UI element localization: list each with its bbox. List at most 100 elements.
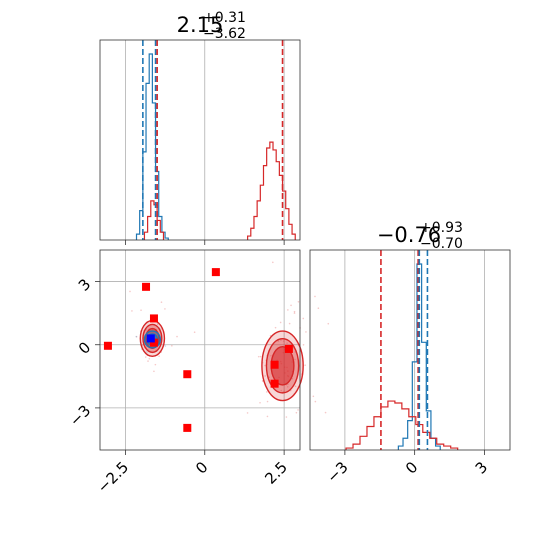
contour-sample-point <box>314 400 317 403</box>
contour-sample-point <box>265 391 268 393</box>
red-marker-5 <box>183 370 192 379</box>
contour-sample-point <box>293 312 296 314</box>
contour-sample-point <box>156 323 159 326</box>
red-marker-0 <box>142 282 151 291</box>
histogram-p0-title-plus: +0.31 <box>203 10 246 26</box>
contour-sample-point <box>135 335 138 338</box>
contour-y-ticklabel-1: 0 <box>75 338 94 357</box>
histogram-panel-p0: 2.15 +0.31 −3.62 <box>99 10 301 245</box>
contour-x-ticklabel-1: 0 <box>192 458 211 477</box>
contour-sample-point <box>280 339 282 341</box>
contour-sample-point <box>317 307 320 310</box>
contour-sample-point <box>302 343 305 346</box>
contour-sample-point <box>140 309 142 311</box>
contour-sample-point <box>259 355 262 358</box>
red-marker-8 <box>270 360 279 369</box>
contour-sample-point <box>259 401 261 404</box>
contour-sample-point <box>312 395 315 398</box>
contour-sample-point <box>193 331 196 333</box>
histogram-p1-title-value: −0.76 <box>377 223 441 247</box>
contour-sample-point <box>293 310 296 313</box>
contour-sample-point <box>277 340 280 342</box>
hist-p1-ticklabel-0: −3 <box>323 458 351 486</box>
contour-sample-point <box>158 355 160 358</box>
contour-sample-point <box>148 357 151 360</box>
contour-sample-point <box>266 415 269 418</box>
contour-sample-point <box>324 411 327 414</box>
contour-sample-point <box>286 385 289 388</box>
contour-sample-point <box>288 322 291 325</box>
contour-sample-point <box>279 321 282 324</box>
contour-sample-point <box>283 390 285 393</box>
hist-p1-ticklabel-1: 0 <box>402 458 421 477</box>
contour-sample-point <box>287 309 289 311</box>
contour-sample-point <box>171 345 173 347</box>
red-marker-9 <box>270 379 279 388</box>
contour-sample-point <box>264 364 266 367</box>
contour-sample-point <box>270 354 272 357</box>
hist-p0-series-red <box>143 141 296 240</box>
contour-sample-point <box>314 295 316 298</box>
contour-sample-point <box>266 400 269 403</box>
contour-x-ticklabel-2: 2.5 <box>261 458 291 488</box>
contour-sample-point <box>282 340 285 342</box>
contour-x-ticklabel-0: −2.5 <box>94 458 132 496</box>
contour-sample-point <box>176 335 178 338</box>
contour-sample-point <box>295 411 298 414</box>
contour-sample-point <box>327 322 330 325</box>
contour-sample-point <box>294 358 296 361</box>
histogram-p0-title-minus: −3.62 <box>203 26 246 42</box>
contour-sample-point <box>129 290 131 293</box>
contour-sample-point <box>246 412 249 414</box>
contour-sample-point <box>280 389 283 392</box>
contour-sample-point <box>290 304 292 307</box>
contour-sample-point <box>144 356 147 358</box>
contour-sample-point <box>297 300 300 303</box>
histogram-p0-title-value: 2.15 <box>177 13 224 37</box>
contour-sample-point <box>257 355 260 358</box>
contour-sample-point <box>305 331 307 333</box>
red-marker-3 <box>149 338 158 347</box>
blue-marker <box>146 334 155 343</box>
contour-sample-point <box>135 335 138 338</box>
contour-sample-point <box>268 376 271 379</box>
contour-sample-point <box>264 375 266 377</box>
contour-sample-point <box>286 342 288 344</box>
contour-sample-point <box>164 308 166 310</box>
red-marker-4 <box>103 341 112 350</box>
contour-sample-point <box>294 385 297 388</box>
contour-sample-point <box>274 326 277 329</box>
contour-sample-point <box>146 351 148 353</box>
histogram-panel-p1: −3 0 3 −0.76 +0.93 −0.70 <box>309 220 511 486</box>
red-marker-2 <box>149 314 158 323</box>
contour-sample-point <box>302 317 305 320</box>
contour-sample-point <box>164 345 167 347</box>
contour-sample-point <box>147 360 149 362</box>
red-marker-7 <box>284 344 293 353</box>
histogram-p0-title: 2.15 <box>177 13 224 37</box>
contour-sample-point <box>285 416 288 418</box>
contour-sample-point <box>160 328 162 330</box>
histogram-p1-title-plus: +0.93 <box>420 220 463 236</box>
hist-p0-series-blue <box>135 53 169 240</box>
contour-sample-point <box>304 364 306 367</box>
contour-sample-point <box>297 409 299 411</box>
histogram-p1-title-minus: −0.70 <box>420 236 463 252</box>
histogram-p1-frame <box>309 249 511 451</box>
contour-sample-point <box>154 363 157 366</box>
contour-sample-point <box>261 380 264 382</box>
contour-sample-point <box>160 301 163 303</box>
hist-p1-series-red <box>345 400 459 450</box>
contour-sample-point <box>131 310 133 312</box>
histogram-p0-frame <box>99 39 301 241</box>
contour-y-ticklabel-2: −3 <box>66 402 94 430</box>
contour-panel-p0-p1: −2.5 0 2.5 3 0 −3 <box>66 249 330 497</box>
red-marker-6 <box>183 423 192 432</box>
hist-p1-ticklabel-2: 3 <box>472 458 491 477</box>
contour-y-ticklabel-0: 3 <box>75 275 94 294</box>
histogram-p1-title: −0.76 <box>377 223 441 247</box>
contour-sample-point <box>272 261 274 264</box>
red-marker-1 <box>211 268 220 277</box>
contour-sample-point <box>153 370 155 373</box>
